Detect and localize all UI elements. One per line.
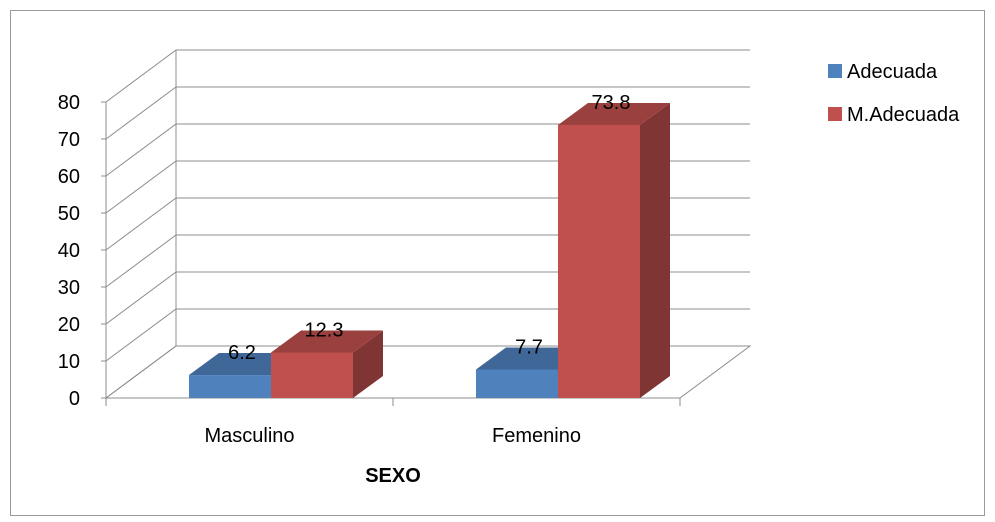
- y-tick-label-50: 50: [58, 203, 80, 225]
- y-tick-label-70: 70: [58, 129, 80, 151]
- bar-masculino-madecuada: [271, 330, 383, 398]
- data-label-femenino-madecuada: 73.8: [592, 92, 631, 114]
- y-tick-label-40: 40: [58, 240, 80, 262]
- gridline-60: [105, 123, 750, 177]
- y-tick-label-60: 60: [58, 166, 80, 188]
- gridline-70: [105, 86, 750, 140]
- gridline-80: [105, 49, 750, 103]
- y-tick-label-10: 10: [58, 351, 80, 373]
- bar-top: [271, 330, 383, 353]
- y-tick-label-0: 0: [69, 388, 80, 410]
- bars: [189, 102, 670, 398]
- labels: 0 10 20 30 40 50 60 70 80 6.2 12.3 Masculino 7.7 73.8…: [58, 92, 631, 487]
- legend-label-madecuada: M.Adecuada: [847, 104, 960, 126]
- x-tick-label-femenino: Femenino: [492, 425, 581, 447]
- chart-border: [10, 10, 985, 516]
- bar-side: [640, 102, 670, 398]
- legend-swatch-madecuada: [828, 107, 842, 121]
- bar-front: [189, 375, 271, 398]
- y-tick-label-80: 80: [58, 92, 80, 114]
- bar-front: [476, 369, 558, 398]
- legend-label-adecuada: Adecuada: [847, 61, 938, 83]
- data-label-masculino-madecuada: 12.3: [305, 319, 344, 341]
- bar-femenino-madecuada: [558, 102, 670, 398]
- legend: Adecuada M.Adecuada: [828, 61, 960, 126]
- x-tick-label-masculino: Masculino: [204, 425, 294, 447]
- bar-top: [558, 102, 670, 125]
- legend-swatch-adecuada: [828, 64, 842, 78]
- data-label-femenino-adecuada: 7.7: [515, 337, 543, 359]
- y-tick-label-30: 30: [58, 277, 80, 299]
- data-label-masculino-adecuada: 6.2: [228, 342, 256, 364]
- x-axis-title: SEXO: [365, 465, 421, 487]
- y-tick-label-20: 20: [58, 314, 80, 336]
- bar-front: [271, 352, 353, 398]
- bar-side: [353, 330, 383, 398]
- bar-front: [558, 124, 640, 398]
